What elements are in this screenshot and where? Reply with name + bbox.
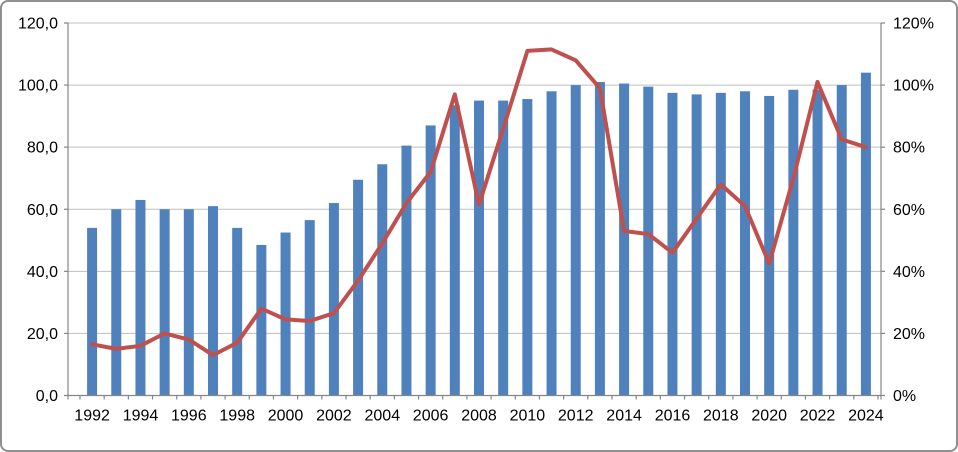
left-axis-label: 40,0 (27, 264, 58, 281)
x-axis-label: 1992 (74, 408, 110, 425)
bar-2023 (836, 85, 847, 396)
bar-2013 (594, 81, 605, 396)
x-axis-label: 1996 (171, 408, 207, 425)
right-axis-label: 80% (893, 140, 925, 157)
right-axis-label: 120% (893, 16, 934, 33)
x-axis-label: 2024 (848, 408, 884, 425)
x-axis-label: 2022 (800, 408, 836, 425)
axes (64, 22, 885, 400)
bar-1998 (232, 227, 243, 396)
bar-2009 (498, 100, 509, 396)
bar-2017 (691, 94, 702, 396)
bar-series (87, 72, 871, 396)
x-axis-label: 2012 (558, 408, 594, 425)
right-axis-label: 60% (893, 202, 925, 219)
bar-1999 (256, 244, 267, 396)
bar-2004 (377, 164, 388, 396)
left-axis-label: 80,0 (27, 140, 58, 157)
bar-1997 (208, 206, 218, 396)
x-axis-label: 2002 (316, 408, 352, 425)
left-axis-label: 100,0 (18, 78, 58, 95)
bar-2012 (570, 85, 581, 396)
x-axis-label: 2014 (606, 408, 642, 425)
bar-2010 (522, 99, 533, 396)
bar-2016 (667, 92, 678, 396)
bar-2011 (546, 91, 557, 396)
right-axis-label: 20% (893, 326, 925, 343)
x-axis-label: 1998 (219, 408, 255, 425)
bar-2022 (812, 89, 823, 396)
left-axis-label: 60,0 (27, 202, 58, 219)
x-axis-label: 2004 (365, 408, 401, 425)
bar-1993 (111, 209, 122, 396)
left-axis-labels: 0,0 20,0 40,0 60,0 80,0 100,0 120,0 (18, 16, 58, 406)
bar-2002 (328, 203, 339, 396)
x-axis-label: 2016 (655, 408, 691, 425)
right-axis-labels: 0% 20% 40% 60% 80% 100% 120% (893, 16, 934, 406)
bar-2024 (860, 72, 871, 396)
left-axis-label: 0,0 (36, 388, 58, 405)
bar-1992 (87, 227, 98, 396)
right-axis-label: 100% (893, 78, 934, 95)
bar-2005 (401, 145, 412, 396)
x-axis-label: 1994 (123, 408, 159, 425)
bar-2000 (280, 232, 291, 396)
x-axis-label: 2006 (413, 408, 449, 425)
x-axis-label: 2000 (268, 408, 304, 425)
bar-2007 (449, 105, 460, 396)
bar-2021 (788, 89, 799, 396)
line-series (90, 47, 868, 358)
right-axis-label: 0% (893, 388, 916, 405)
x-axis-label: 2018 (703, 408, 739, 425)
bar-2020 (764, 95, 775, 396)
bar-2015 (643, 86, 654, 396)
x-axis-label: 2010 (510, 408, 546, 425)
right-axis-label: 40% (893, 264, 925, 281)
bar-1995 (159, 209, 170, 396)
x-axis-labels: 1992 1994 1996 1998 2000 2002 2004 2006 2008 2010… (74, 408, 883, 425)
bar-2003 (353, 179, 364, 396)
bar-1996 (183, 209, 194, 396)
bar-1994 (135, 199, 146, 396)
bar-2001 (304, 220, 315, 396)
x-axis-label: 2020 (751, 408, 787, 425)
bar-2019 (740, 91, 750, 396)
left-axis-label: 20,0 (27, 326, 58, 343)
x-axis-label: 2008 (461, 408, 497, 425)
bar-2018 (715, 92, 726, 396)
bar-2008 (474, 100, 484, 396)
left-axis-label: 120,0 (18, 16, 58, 33)
bar-2014 (619, 83, 630, 396)
bar-2006 (425, 125, 436, 396)
